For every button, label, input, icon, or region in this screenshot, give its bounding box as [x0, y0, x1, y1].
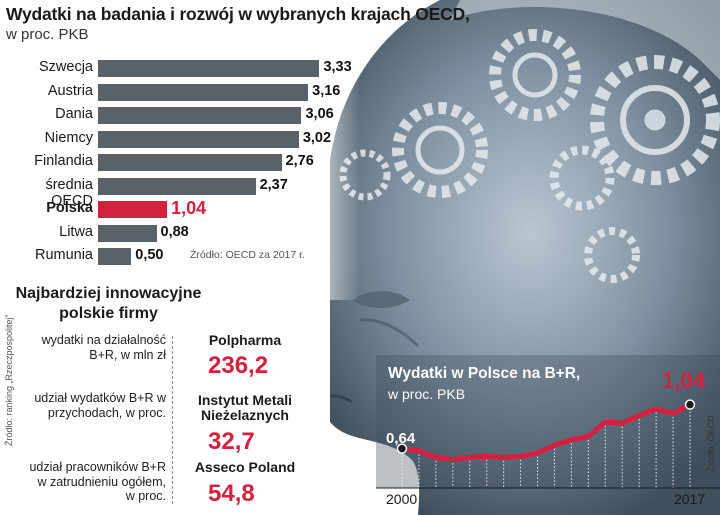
bar	[98, 130, 299, 148]
line-chart-title: Wydatki w Polsce na B+R,	[388, 365, 581, 382]
bar	[98, 107, 302, 124]
firm-value: 236,2	[208, 352, 269, 379]
bar	[98, 224, 157, 242]
bar-value-label: 0,50	[135, 247, 164, 263]
data-point	[396, 443, 408, 454]
bar-label: Austria	[47, 82, 93, 99]
head-silhouette	[296, 0, 720, 515]
bar-label: Litwa	[59, 223, 93, 240]
firm-metric-description: udział wydatków B+R w przychodach, w pro…	[34, 391, 166, 420]
chart-title: Wydatki na badania i rozwój w wybranych …	[6, 4, 470, 24]
bar-value-label: 2,76	[285, 153, 314, 169]
bar-label: Szwecja	[39, 59, 93, 75]
firm-name: Instytut Metali Nieżelaznych	[197, 392, 293, 423]
bar	[98, 248, 132, 265]
bar	[98, 83, 309, 101]
firm-name: Asseco Poland	[194, 459, 296, 475]
firms-title: Najbardziej innowacyjne polskie firmy	[15, 285, 202, 322]
bar-value-label: 1,04	[171, 198, 207, 218]
line-chart-source: Źródło: OECD	[706, 415, 716, 472]
bar-value-label: 3,33	[323, 59, 352, 75]
bar	[98, 177, 256, 195]
bar-label: średnia OECD	[45, 176, 93, 209]
line-end-value: 1,04	[662, 368, 705, 393]
bar-label: Dania	[55, 106, 93, 122]
bar-label: Rumunia	[34, 247, 93, 263]
data-point	[684, 399, 696, 410]
firm-name: Polpharma	[208, 332, 282, 348]
firms-divider	[172, 336, 173, 504]
bar-label: Polska	[46, 200, 93, 216]
bar-label: Niemcy	[44, 129, 93, 146]
firm-metric-description: wydatki na działalność B+R, w mln zł	[41, 333, 166, 362]
bar	[98, 60, 320, 77]
line-chart-subtitle: w proc. PKB	[388, 386, 466, 402]
series-line	[399, 402, 693, 463]
line-start-value: 0,64	[386, 430, 416, 447]
bar-value-label: 2,37	[259, 176, 288, 193]
chart-source: Źródło: OECD za 2017 r.	[190, 249, 305, 261]
bar	[98, 201, 168, 218]
bar-value-label: 3,16	[312, 82, 341, 99]
firm-metric-description: udział pracowników B+R w zatrudnieniu og…	[29, 460, 166, 503]
gear-icon	[339, 29, 720, 283]
x-tick-end: 2017	[674, 491, 706, 507]
bar	[98, 154, 282, 171]
firm-value: 54,8	[208, 480, 255, 507]
chart-subtitle: w proc. PKB	[6, 26, 89, 43]
x-tick-start: 2000	[386, 491, 418, 507]
bar-value-label: 3,02	[302, 129, 332, 146]
bar-value-label: 3,06	[305, 106, 334, 122]
bar-label: Finlandia	[34, 153, 93, 169]
bar-value-label: 0,88	[160, 223, 189, 240]
firm-value: 32,7	[208, 428, 255, 455]
